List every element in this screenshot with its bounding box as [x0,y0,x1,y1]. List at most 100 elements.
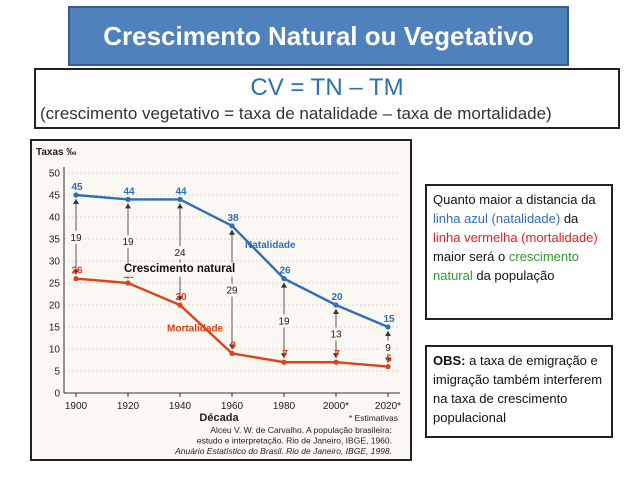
natalidade-point [125,196,131,202]
gap-label: 19 [122,237,134,248]
formula-box: CV = TN – TM (crescimento vegetativo = t… [34,68,620,129]
gap-label: 19 [70,233,82,244]
note2-label: OBS: [433,353,466,368]
mortalidade-value-label: 6 [386,354,392,365]
mortalidade-value-label: 26 [71,266,83,277]
natalidade-series-label: Natalidade [245,240,296,251]
annotation-bg [122,262,246,277]
source-line: Anuário Estatístico do Brasil. Rio de Ja… [174,446,392,456]
x-tick-label: 1900 [65,401,88,412]
gap-label-bg [120,235,136,249]
estimate-note: * Estimativas [349,413,398,423]
formula-main: CV = TN – TM [250,74,404,101]
x-tick-label: 1940 [169,401,192,412]
gap-arrowhead-up [73,199,79,204]
note1-text-2: da [560,211,579,226]
mortalidade-value-label: 7 [334,349,340,360]
gap-arrowhead-down [73,269,79,275]
x-axis-label: Década [199,412,239,424]
mortalidade-point [333,359,339,365]
gap-label: 9 [385,343,391,354]
gap-arrowhead-down [229,344,235,350]
gap-arrowhead-up [333,309,339,314]
x-tick-label: 1980 [273,401,296,412]
x-tick-label: 1960 [221,401,244,412]
gap-label-bg [328,327,344,341]
note-obs: OBS: a taxa de emigração e imigração tam… [425,345,613,438]
y-tick-label: 30 [49,257,61,268]
natalidade-point [385,324,391,330]
gap-arrowhead-up [281,282,287,288]
mortalidade-point [177,302,183,308]
y-tick-label: 50 [49,169,61,180]
title-bar: Crescimento Natural ou Vegetativo [68,6,569,66]
y-tick-label: 0 [54,389,60,400]
gap-label: 24 [174,248,186,259]
natalidade-point [333,302,339,308]
natalidade-point [73,192,79,198]
x-tick-label: 2020* [375,401,401,412]
gap-arrowhead-up [125,203,131,209]
mortalidade-value-label: 20 [175,292,187,303]
natalidade-value-label: 44 [175,186,187,197]
note-distance: Quanto maior a distancia da linha azul (… [425,184,613,320]
natalidade-point [229,223,235,229]
natalidade-value-label: 15 [383,314,395,325]
mortalidade-point [73,276,79,282]
natalidade-point [281,276,287,282]
note1-blue-line: linha azul (natalidade) [433,211,561,226]
natalidade-value-label: 26 [279,266,291,277]
page-title: Crescimento Natural ou Vegetativo [103,20,534,51]
chart-panel: Taxas ‰ 0 5 10 15 20 25 30 35 40 45 50 1900 1920 1940 1… [30,139,412,461]
y-tick-label: 15 [49,323,61,334]
gap-label-bg [276,314,292,328]
gap-label-bg [380,340,396,354]
mortalidade-point [125,280,131,286]
gap-label-bg [224,283,240,297]
gap-arrowhead-down [281,353,287,359]
x-tick-label: 1920 [117,401,140,412]
mortalidade-point [281,359,287,365]
crescimento-natural-annotation: Crescimento natural [124,263,235,275]
gap-arrowhead-up [385,331,391,336]
y-tick-label: 10 [49,345,61,356]
note2-text: a taxa de emigração e imigração também i… [433,353,603,425]
note1-text-4: da população [472,268,555,283]
natalidade-value-label: 44 [123,186,135,197]
gap-label-bg [68,230,84,244]
natalidade-value-label: 38 [227,213,239,224]
note1-green-growth: crescimento natural [433,249,579,283]
gap-label: 29 [226,286,238,297]
mortalidade-value-label: 9 [230,340,236,351]
note1-text-3: maior será o [433,249,509,264]
natalidade-value-label: 45 [71,182,83,193]
natalidade-value-label: 20 [331,292,343,303]
mortalidade-point [385,364,391,370]
gap-arrowhead-down [333,353,339,359]
y-tick-label: 45 [49,191,61,202]
y-tick-label: 40 [49,213,61,224]
y-tick-label: 5 [54,367,60,378]
y-axis-label: Taxas ‰ [36,147,76,158]
natalidade-point [177,196,183,202]
gap-arrowhead-down [177,296,183,301]
gap-arrowhead-down [385,357,391,363]
mortalidade-value-label: 7 [282,349,288,360]
source-line: estudo e interpretação. Rio de Janeiro, … [197,436,392,446]
source-line: Alceu V. W. de Carvalho. A população bra… [210,425,392,435]
note1-text-1: Quanto maior a distancia da [433,192,596,207]
y-tick-label: 20 [49,301,61,312]
gap-label: 13 [330,330,342,341]
x-tick-label: 2000* [323,401,349,412]
y-tick-label: 25 [49,279,61,290]
y-tick-label: 35 [49,235,61,246]
gap-arrowhead-up [229,229,235,235]
mortalidade-point [229,350,235,356]
mortalidade-series-label: Mortalidade [167,323,224,334]
gap-label: 19 [278,316,290,327]
formula-subtitle: (crescimento vegetativo = taxa de natali… [40,104,552,123]
gap-label-bg [172,246,188,260]
gap-arrowhead-up [177,203,183,209]
note1-red-line: linha vermelha (mortalidade) [433,230,598,245]
